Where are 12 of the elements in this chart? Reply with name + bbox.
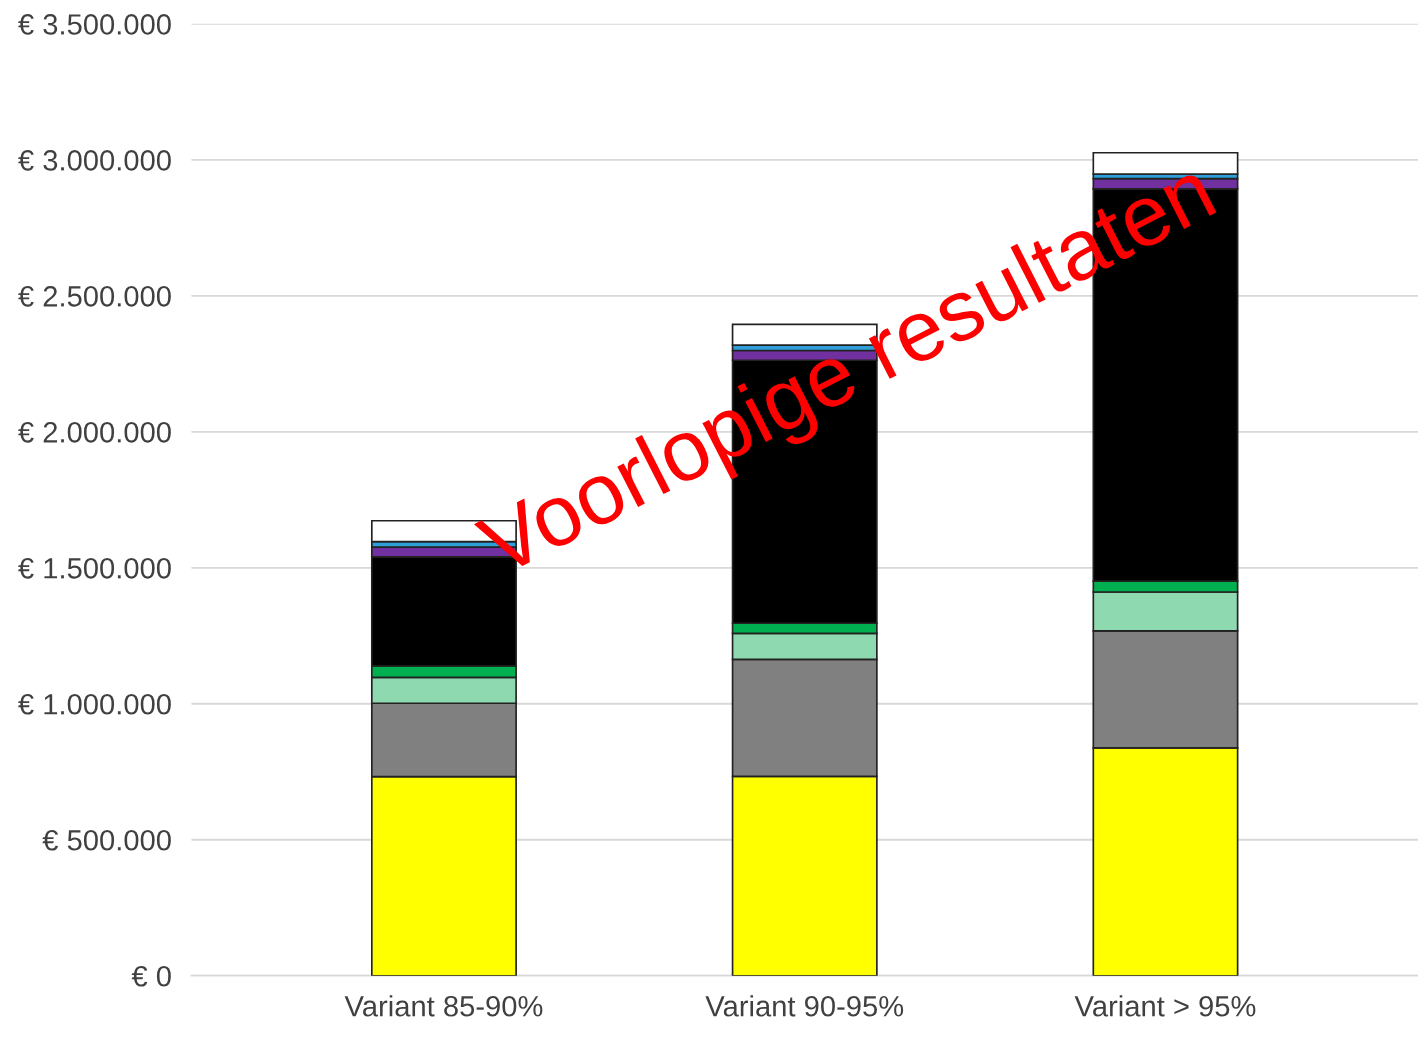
x-tick-label: Variant 90-95% bbox=[705, 995, 904, 1017]
y-tick-label: € 3.500.000 bbox=[18, 14, 171, 35]
y-tick-label: € 1.000.000 bbox=[18, 693, 171, 715]
y-tick-label: € 500.000 bbox=[42, 829, 171, 851]
y-tick-label: € 3.000.000 bbox=[18, 150, 171, 171]
y-tick-label: € 2.500.000 bbox=[18, 286, 171, 307]
y-tick-label: € 0 bbox=[131, 965, 171, 987]
y-tick-label: € 2.000.000 bbox=[18, 422, 171, 443]
bar bbox=[1092, 151, 1239, 175]
y-tick-label: € 1.500.000 bbox=[18, 557, 171, 579]
x-tick-label: Variant 85-90% bbox=[344, 995, 543, 1017]
x-tick-label: Variant > 95% bbox=[1074, 995, 1256, 1017]
